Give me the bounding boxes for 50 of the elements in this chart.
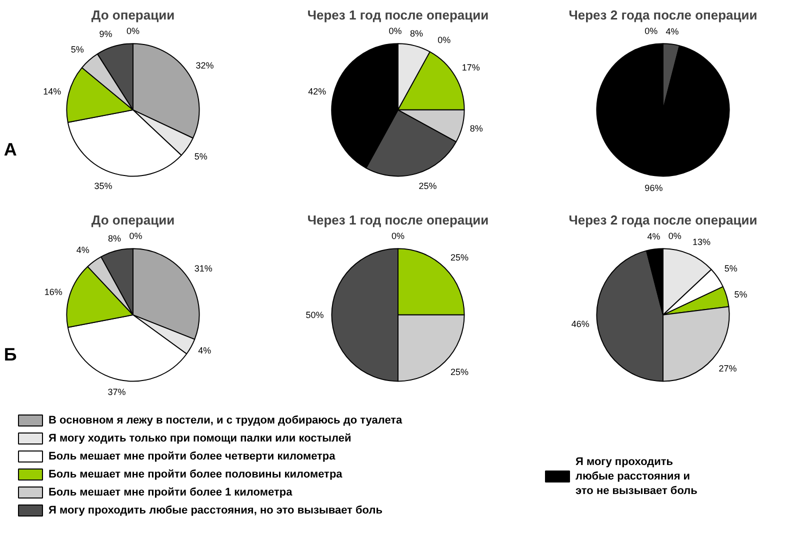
text: 0%	[644, 26, 658, 36]
data-label: 4%	[647, 232, 660, 242]
data-label: 13%	[692, 237, 711, 248]
data-label: 96%	[644, 183, 663, 194]
legend-label: Боль мешает мне пройти более половины километра	[48, 468, 344, 480]
data-label: 5%	[724, 263, 738, 274]
data-label: 25%	[450, 252, 469, 263]
text: До операции	[91, 212, 175, 228]
data-label: 50%	[306, 310, 324, 320]
text: Б	[4, 344, 17, 364]
data-label: 17%	[462, 62, 480, 72]
data-label: 25%	[418, 180, 437, 191]
data-label: 32%	[196, 60, 214, 70]
data-label: 5%	[70, 44, 84, 55]
data-label: 14%	[43, 86, 62, 97]
legend-label: Боль мешает мне пройти более четверти километра	[48, 450, 336, 462]
data-label: 31%	[194, 263, 212, 274]
text: 0%	[388, 26, 402, 36]
data-label: 5%	[194, 151, 208, 162]
chart-title: Через 2 года после операции	[568, 212, 758, 228]
legend-label: Боль мешает мне пройти более 1 километра	[48, 486, 294, 498]
data-label: 42%	[308, 86, 326, 97]
legend-label: Я могу проходить любые расстояния и это не вызывает боль	[576, 456, 698, 497]
data-label: 8%	[108, 233, 122, 244]
data-label: 8%	[410, 28, 423, 38]
data-label: 9%	[99, 29, 112, 39]
chart-title: Через 1 год после операции	[307, 8, 489, 22]
data-label: 8%	[470, 123, 483, 134]
legend-label: Я могу проходить любые расстояния, но это вызывает боль	[48, 504, 383, 516]
text: 0%	[668, 231, 682, 242]
chart-title: До операции	[91, 8, 175, 22]
data-label: 4%	[198, 345, 212, 356]
data-label: 5%	[734, 289, 748, 300]
chart-title: Через 1 год после операции	[307, 212, 489, 228]
data-label: 35%	[94, 180, 112, 191]
data-label: 25%	[450, 367, 469, 378]
data-label: 4%	[666, 26, 679, 37]
data-label: 16%	[44, 287, 62, 298]
data-label: 37%	[108, 386, 126, 397]
text: 0%	[129, 231, 142, 242]
text: А	[4, 139, 17, 160]
text: 0%	[438, 35, 451, 46]
text: 0%	[126, 26, 140, 36]
data-label: 4%	[76, 245, 90, 256]
data-label: 46%	[571, 319, 590, 330]
data-label: 27%	[718, 364, 737, 374]
text: 0%	[391, 231, 405, 242]
legend-label: Я могу ходить только при помощи палки или костылей	[48, 432, 352, 444]
legend-label: В основном я лежу в постели, и с трудом добираюсь до туалета	[48, 414, 404, 426]
chart-title: Через 2 года после операции	[568, 8, 758, 22]
